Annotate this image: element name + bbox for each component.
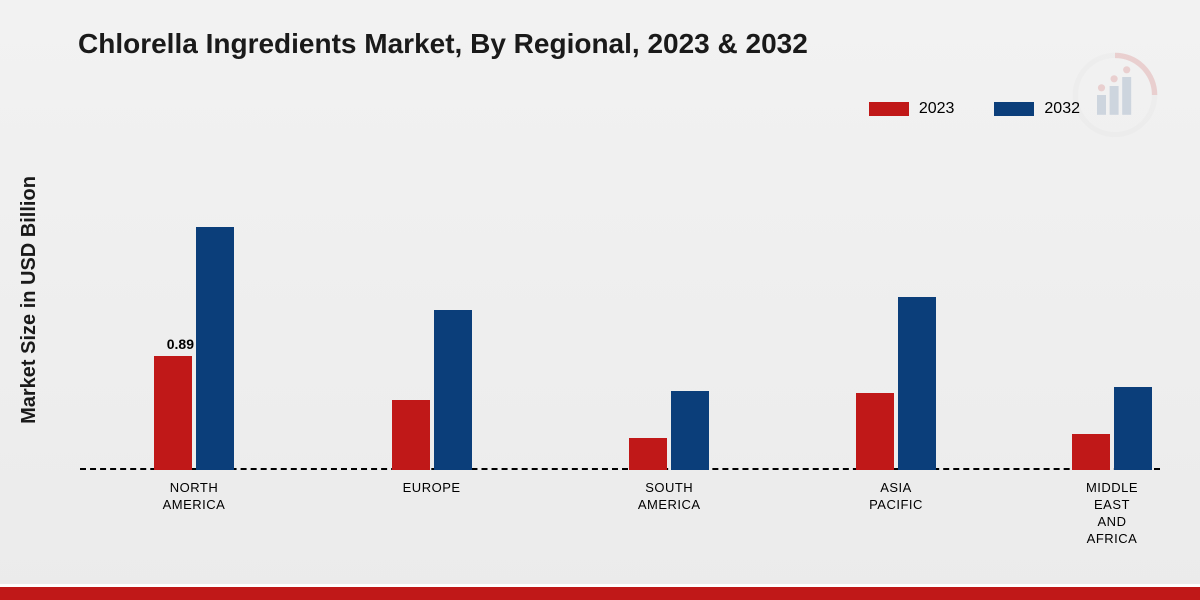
bar-mea-y2023 <box>1072 434 1110 470</box>
bar-group-mea: MIDDLEEASTANDAFRICA <box>1052 387 1172 470</box>
legend-swatch-2023 <box>869 102 909 116</box>
y-axis-label: Market Size in USD Billion <box>18 176 41 424</box>
legend-label-2023: 2023 <box>919 100 955 118</box>
legend-item-2032: 2032 <box>994 100 1080 118</box>
category-label-mea: MIDDLEEASTANDAFRICA <box>1052 480 1172 548</box>
legend-label-2032: 2032 <box>1044 100 1080 118</box>
bar-mea-y2032 <box>1114 387 1152 470</box>
bar-sa-y2032 <box>671 391 709 470</box>
bar-chart: 0.89NORTHAMERICA EUROPE SOUTHAMERICA ASIAPA… <box>80 150 1160 470</box>
bar-sa-y2023 <box>629 438 667 470</box>
category-label-na: NORTHAMERICA <box>134 480 254 514</box>
category-label-ap: ASIAPACIFIC <box>836 480 956 514</box>
bar-na-y2032 <box>196 227 234 470</box>
bar-ap-y2023 <box>856 393 894 470</box>
legend-item-2023: 2023 <box>869 100 955 118</box>
bar-na-y2023 <box>154 356 192 470</box>
legend: 2023 2032 <box>869 100 1080 118</box>
chart-title: Chlorella Ingredients Market, By Regiona… <box>78 28 808 60</box>
bar-value-label: 0.89 <box>167 336 194 352</box>
bar-ap-y2032 <box>898 297 936 470</box>
watermark-logo <box>1070 50 1160 140</box>
bar-group-na: 0.89NORTHAMERICA <box>134 227 254 470</box>
category-label-eu: EUROPE <box>372 480 492 497</box>
category-label-sa: SOUTHAMERICA <box>609 480 729 514</box>
bar-group-eu: EUROPE <box>372 310 492 470</box>
bar-eu-y2023 <box>392 400 430 470</box>
bar-eu-y2032 <box>434 310 472 470</box>
footer-accent-bar <box>0 584 1200 600</box>
bar-group-sa: SOUTHAMERICA <box>609 391 729 470</box>
legend-swatch-2032 <box>994 102 1034 116</box>
bar-group-ap: ASIAPACIFIC <box>836 297 956 470</box>
